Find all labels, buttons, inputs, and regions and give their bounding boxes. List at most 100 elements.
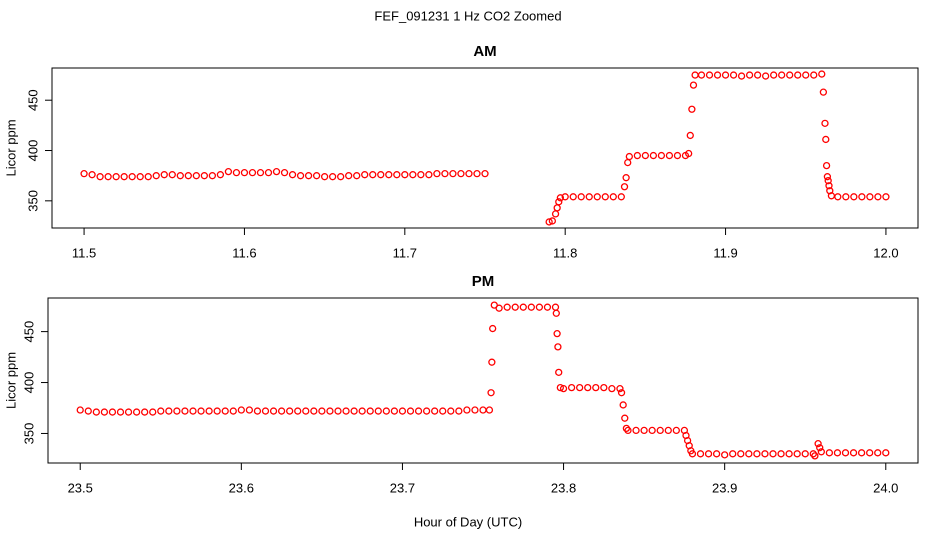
data-point: [120, 173, 128, 181]
data-point: [552, 309, 560, 317]
data-point: [485, 406, 494, 414]
data-point: [857, 449, 866, 457]
data-point: [640, 426, 648, 435]
data-point: [431, 407, 439, 415]
data-point: [406, 407, 415, 415]
data-point: [545, 218, 553, 226]
data-point: [277, 407, 286, 415]
data-point: [205, 407, 213, 415]
data-point: [609, 193, 617, 201]
data-point: [116, 408, 125, 416]
y-tick-label: 350: [21, 423, 36, 445]
plot-frame: [51, 67, 919, 229]
data-point: [745, 71, 754, 79]
data-point: [463, 406, 471, 414]
data-point: [213, 407, 221, 415]
data-point: [737, 450, 745, 458]
data-point: [721, 71, 730, 79]
data-point: [617, 193, 625, 201]
data-point: [577, 193, 585, 201]
data-point: [821, 119, 829, 127]
data-point: [334, 407, 342, 415]
data-point: [601, 193, 609, 201]
data-point: [382, 407, 390, 415]
data-point: [229, 407, 237, 415]
panel-title: AM: [473, 43, 496, 60]
data-point: [318, 407, 326, 415]
data-point: [761, 72, 770, 80]
data-point: [433, 170, 441, 178]
data-point: [786, 71, 794, 79]
data-point: [721, 451, 729, 459]
data-point: [216, 171, 225, 179]
y-axis-label: Licor ppm: [3, 119, 18, 176]
data-point: [556, 383, 564, 392]
data-point: [600, 383, 608, 392]
data-point: [503, 303, 511, 311]
data-point: [100, 408, 109, 416]
data-point: [132, 408, 141, 416]
data-point: [656, 426, 664, 435]
data-point: [866, 193, 874, 201]
data-point: [850, 193, 858, 201]
data-point: [842, 193, 850, 201]
data-point: [689, 81, 698, 89]
data-point: [712, 450, 721, 458]
data-point: [825, 182, 833, 190]
data-point: [553, 329, 561, 338]
data-point: [705, 71, 714, 79]
data-point: [184, 172, 192, 180]
x-tick-label: 12.0: [873, 245, 898, 260]
data-point: [664, 426, 672, 435]
data-point: [337, 173, 345, 181]
data-point: [585, 193, 593, 201]
data-point: [441, 170, 449, 178]
data-point: [753, 450, 761, 458]
data-point: [519, 303, 527, 311]
data-point: [819, 88, 828, 96]
data-point: [80, 170, 88, 178]
data-point: [632, 426, 640, 435]
data-point: [729, 71, 738, 79]
plot-frame: [47, 297, 919, 464]
data-point: [288, 171, 297, 179]
data-point: [824, 177, 832, 185]
data-point: [112, 173, 120, 181]
data-point: [310, 407, 318, 415]
data-point: [569, 193, 577, 201]
data-point: [548, 217, 557, 225]
data-point: [495, 304, 503, 312]
data-point: [487, 389, 495, 397]
data-point: [350, 407, 358, 415]
panel-title: PM: [472, 273, 495, 290]
data-point: [704, 450, 713, 458]
data-point: [648, 426, 656, 435]
data-point: [208, 172, 217, 180]
y-tick-label: 400: [21, 372, 36, 394]
data-point: [197, 407, 205, 415]
data-point: [624, 158, 632, 167]
data-point: [168, 171, 176, 179]
data-point: [811, 452, 819, 460]
data-point: [232, 169, 241, 177]
data-point: [527, 303, 535, 311]
data-point: [834, 193, 842, 201]
data-point: [286, 407, 294, 415]
data-point: [619, 401, 627, 409]
data-point: [280, 169, 289, 177]
data-point: [641, 151, 650, 160]
data-point: [385, 171, 393, 179]
data-point: [84, 407, 92, 415]
data-point: [136, 173, 144, 181]
data-point: [592, 383, 600, 392]
data-point: [511, 303, 519, 311]
data-point: [633, 151, 642, 160]
data-point: [794, 71, 802, 79]
data-point: [144, 173, 152, 181]
data-point: [551, 210, 560, 218]
data-point: [665, 151, 674, 160]
data-point: [822, 135, 830, 144]
x-tick-label: 23.9: [712, 480, 737, 495]
data-point: [302, 407, 310, 415]
